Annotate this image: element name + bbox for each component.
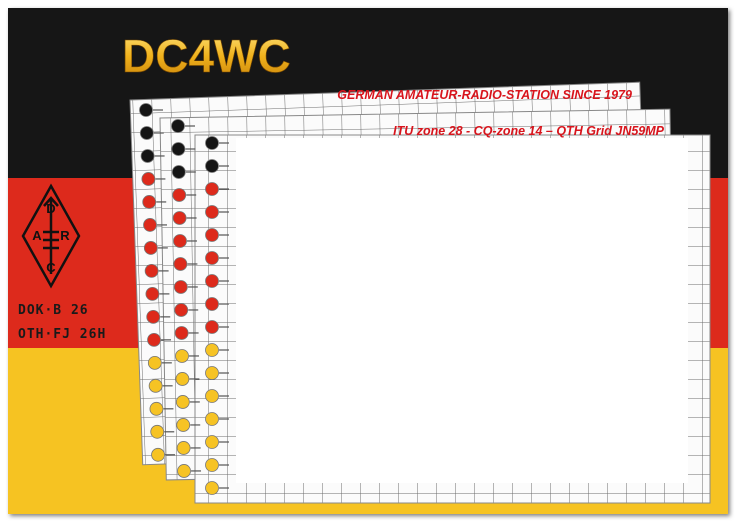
- ring-hole: [205, 205, 219, 219]
- ring-hole: [141, 172, 156, 186]
- ring-hole: [174, 326, 189, 340]
- ring-hole: [205, 251, 219, 265]
- ring-hole: [173, 234, 187, 248]
- ring-hole: [205, 136, 219, 150]
- ring-hole: [143, 241, 158, 255]
- dok-text: DOK·B 26: [18, 303, 89, 318]
- ring-hole: [175, 372, 190, 386]
- ring-hole: [147, 355, 162, 370]
- darc-logo: [21, 183, 81, 289]
- ring-hole: [205, 412, 219, 426]
- ring-hole: [171, 119, 185, 133]
- ring-hole: [148, 378, 163, 393]
- ring-hole: [205, 366, 219, 380]
- ring-hole: [139, 126, 154, 140]
- ring-hole: [143, 218, 157, 232]
- logo-letter: R: [60, 228, 70, 243]
- ring-hole: [171, 165, 186, 179]
- ring-hole: [205, 458, 219, 472]
- ring-hole: [176, 418, 191, 432]
- ring-hole: [172, 188, 187, 202]
- ring-hole: [174, 303, 189, 317]
- ring-hole: [175, 349, 189, 363]
- ring-hole: [144, 264, 159, 278]
- callsign: DC4WC: [122, 30, 291, 82]
- logo-letter: A: [32, 228, 42, 243]
- ring-hole: [147, 332, 161, 347]
- logo-letter: C: [46, 260, 56, 275]
- notebook-pages: [129, 81, 711, 504]
- ring-hole: [176, 441, 191, 455]
- zone-line: ITU zone 28 - CQ-zone 14 – QTH Grid JN59…: [393, 124, 665, 138]
- ring-hole: [145, 286, 160, 301]
- ring-hole: [177, 464, 191, 478]
- ring-hole: [171, 142, 186, 156]
- ring-hole: [205, 389, 219, 403]
- ring-hole: [146, 309, 161, 324]
- ring-hole: [205, 182, 219, 196]
- ring-hole: [205, 297, 219, 311]
- logo-letter: D: [46, 201, 55, 216]
- ring-hole: [140, 149, 155, 163]
- ring-hole: [205, 159, 219, 173]
- ring-hole: [173, 280, 188, 294]
- ring-hole: [205, 481, 219, 495]
- oth-text: OTH·FJ 26H: [18, 327, 106, 342]
- ring-hole: [149, 401, 164, 416]
- ring-hole: [151, 447, 165, 462]
- ring-hole: [172, 211, 187, 225]
- ring-hole: [173, 257, 188, 271]
- ring-hole: [205, 228, 219, 242]
- page-blank-area: [236, 138, 688, 483]
- ring-hole: [142, 195, 157, 209]
- ring-hole: [205, 320, 219, 334]
- ring-hole: [205, 343, 219, 357]
- ring-hole: [175, 395, 190, 409]
- ring-hole: [150, 424, 165, 439]
- ring-hole: [205, 274, 219, 288]
- ring-hole: [205, 435, 219, 449]
- ring-hole: [139, 103, 153, 117]
- station-line: GERMAN AMATEUR-RADIO-STATION SINCE 1979: [337, 88, 632, 102]
